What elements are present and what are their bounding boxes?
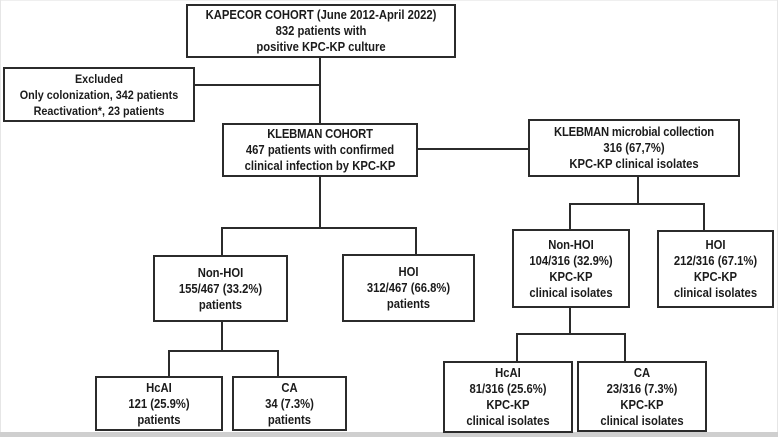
box-text-line: clinical isolates (466, 414, 550, 428)
box-excluded: Excluded Only colonization, 342 patients R… (3, 67, 195, 122)
box-subtext: 467 patients with confirmed clinical infe… (234, 142, 407, 174)
box-text: Excluded Only colonization, 342 patients R… (14, 71, 183, 119)
connector-line (221, 322, 223, 350)
box-text-line: HcAI (495, 366, 521, 380)
connector-line (703, 203, 705, 230)
box-text-line: 155/467 (33.2%) (178, 281, 263, 296)
box-text-line: 316 (67,7%) (603, 141, 665, 155)
connector-line (319, 177, 321, 227)
connector-line (624, 333, 626, 361)
box-subtext: 316 (67,7%) KPC-KP clinical isolates (540, 140, 727, 172)
box-ca-isolates: CA 23/316 (7.3%) KPC-KP clinical isolates (577, 361, 707, 432)
box-text-line: HOI (705, 238, 726, 252)
box-text-line: Non-HOI (197, 265, 244, 280)
box-text-line: HcAI (146, 380, 172, 395)
box-klebman-cohort: KLEBMAN COHORT 467 patients with confirm… (222, 123, 418, 177)
box-text-line: patients (267, 412, 312, 427)
box-text-line: HOI (398, 265, 419, 279)
connector-line (516, 333, 518, 361)
connector-line (221, 227, 223, 255)
box-text-line: clinical isolates (600, 413, 684, 428)
box-text: HOI 212/316 (67.1%) KPC-KP clinical isolate… (665, 237, 767, 301)
box-text-line: 832 patients with (275, 24, 367, 38)
box-text: HOI 312/467 (66.8%) patients (350, 264, 466, 312)
box-text-line: KPC-KP (620, 397, 664, 412)
box-text-line: 81/316 (25.6%) (469, 382, 547, 396)
connector-line (221, 227, 417, 229)
box-text: CA 34 (7.3%) patients (240, 380, 340, 428)
connector-line (168, 350, 170, 376)
box-non-hoi-isolates: Non-HOI 104/316 (32.9%) KPC-KP clinical iso… (512, 229, 630, 308)
box-text: Non-HOI 104/316 (32.9%) KPC-KP clinical iso… (520, 237, 623, 301)
box-text-line: clinical infection by KPC-KP (244, 159, 396, 173)
connector-line (195, 84, 321, 86)
box-text-line: positive KPC-KP culture (256, 40, 386, 54)
box-klebman-microbial-collection: KLEBMAN microbial collection 316 (67,7%)… (528, 119, 740, 177)
box-title: KLEBMAN COHORT (267, 127, 373, 141)
box-text-line: KPC-KP (549, 269, 593, 284)
box-text-line: patients (137, 412, 181, 427)
box-text-line: 121 (25.9%) (128, 396, 190, 411)
box-text: KLEBMAN COHORT 467 patients with confirm… (234, 126, 407, 174)
connector-line (319, 58, 321, 123)
box-non-hoi-patients: Non-HOI 155/467 (33.2%) patients (153, 255, 288, 322)
box-text-line: 23/316 (7.3%) (606, 381, 678, 396)
connector-line (168, 350, 279, 352)
box-text-line: KAPECOR COHORT (June 2012-April 2022) (205, 8, 437, 22)
box-text-line: 34 (7.3%) (265, 396, 314, 411)
box-text-line: KPC-KP (486, 398, 530, 412)
box-text-line: clinical isolates (529, 285, 613, 300)
box-text-line: 104/316 (32.9%) (529, 253, 613, 268)
box-text-line: KPC-KP (693, 270, 738, 284)
box-text-line: CA (281, 380, 298, 395)
connector-line (569, 203, 705, 205)
box-text-line: patients (198, 297, 243, 312)
box-text: CA 23/316 (7.3%) KPC-KP clinical isolates (585, 365, 698, 429)
connector-line (277, 350, 279, 376)
connector-line (637, 177, 639, 203)
box-hoi-patients: HOI 312/467 (66.8%) patients (342, 254, 475, 322)
box-text-line: patients (386, 297, 431, 311)
box-text-line: Only colonization, 342 patients (19, 87, 179, 102)
box-hoi-isolates: HOI 212/316 (67.1%) KPC-KP clinical isolate… (657, 230, 774, 308)
connector-line (415, 227, 417, 254)
box-text-line: 312/467 (66.8%) (366, 281, 451, 295)
box-text-line: Non-HOI (548, 237, 594, 252)
box-text: KAPECOR COHORT (June 2012-April 2022) 832… (201, 7, 440, 55)
box-text-line: clinical isolates (673, 286, 758, 300)
connector-line (569, 203, 571, 229)
box-text: Non-HOI 155/467 (33.2%) patients (162, 265, 280, 313)
box-text: HcAI 121 (25.9%) patients (103, 380, 215, 428)
box-title: KLEBMAN microbial collection (553, 125, 714, 139)
box-text-line: CA (633, 365, 651, 380)
box-text-line: Reactivation*, 23 patients (33, 103, 165, 118)
connector-line (569, 308, 571, 333)
box-text-line: KPC-KP clinical isolates (569, 157, 699, 171)
box-text-line: 212/316 (67.1%) (673, 254, 758, 268)
box-kapecor-cohort: KAPECOR COHORT (June 2012-April 2022) 832… (186, 4, 456, 58)
box-text: KLEBMAN microbial collection 316 (67,7%)… (540, 124, 727, 172)
box-hcai-isolates: HcAI 81/316 (25.6%) KPC-KP clinical isolate… (443, 361, 573, 433)
box-text-line: Excluded (74, 71, 124, 86)
box-ca-patients: CA 34 (7.3%) patients (232, 376, 347, 431)
box-text: HcAI 81/316 (25.6%) KPC-KP clinical isolate… (451, 365, 564, 429)
connector-line (418, 148, 528, 150)
connector-line (516, 333, 626, 335)
box-hcai-patients: HcAI 121 (25.9%) patients (95, 376, 223, 431)
box-text-line: 467 patients with confirmed (245, 143, 395, 157)
